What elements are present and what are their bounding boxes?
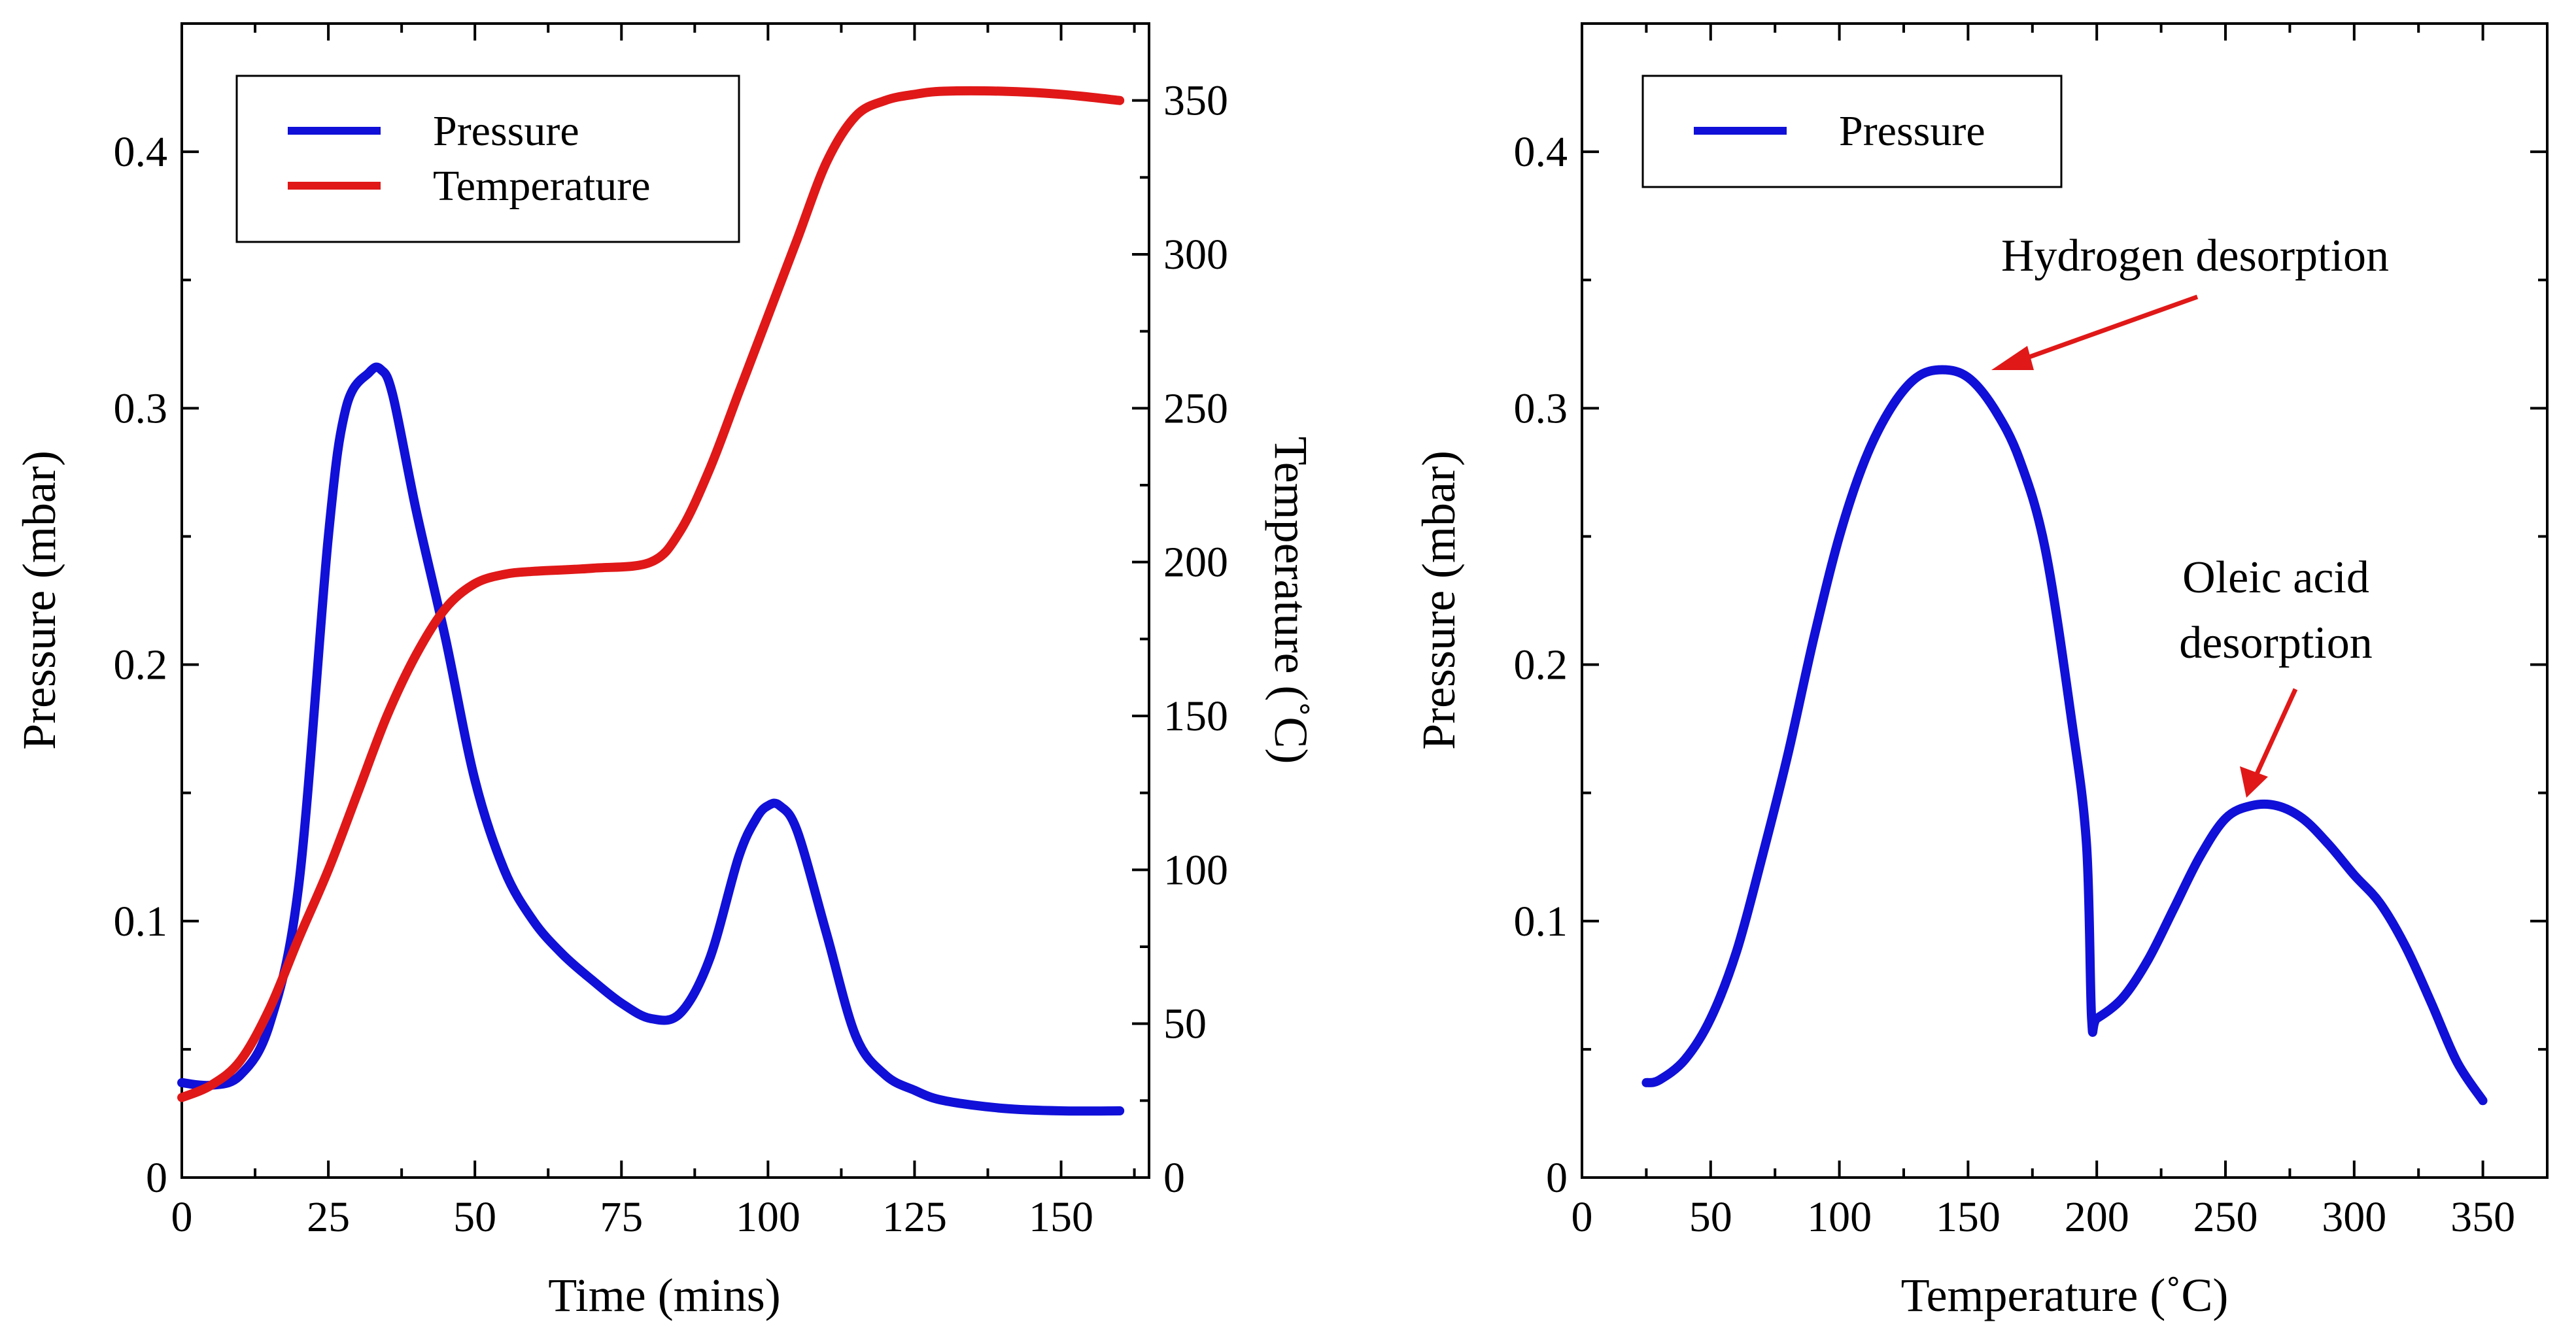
x-tick-label: 350 [2450,1193,2515,1241]
x-tick-label: 0 [171,1193,193,1241]
series-line-pressure [177,362,1125,1116]
right-y-ticks: 0 0.1 0.2 0.3 0.4 [1514,22,2547,1202]
y-tick-label: 0 [146,1154,167,1202]
x-tick-label: 150 [1029,1193,1093,1241]
annotation-oleic-arrow-line [2252,688,2298,779]
right-y-axis-title: Pressure (mbar) [1413,450,1465,750]
y-tick-label: 0.2 [1514,641,1568,689]
y2-tick-label: 200 [1163,539,1228,586]
annotation-hydrogen: Hydrogen desorption [1991,231,2389,370]
y-tick-label: 0.3 [1514,384,1568,432]
chart-right: 0 50 100 150 200 250 300 350 0 0.1 0.2 0.3 0.4 Pres… [1413,22,2549,1321]
y2-tick-label: 150 [1163,692,1228,740]
series-line-pressure [1641,365,2488,1106]
y-tick-label: 0.2 [114,641,168,689]
y2-tick-label: 0 [1163,1154,1185,1202]
left-legend: Pressure Temperature [235,75,740,243]
left-x-axis-title: Time (mins) [548,1269,780,1321]
y2-tick-label: 250 [1163,384,1228,432]
y-tick-label: 0.1 [1514,898,1568,945]
right-legend-box [1641,75,2063,188]
right-series [1641,365,2488,1106]
x-tick-label: 200 [2065,1193,2129,1241]
y-tick-label: 0.4 [1514,128,1568,176]
right-plot-frame [1581,22,2549,1179]
annotation-oleic-text-line1: Oleic acid [2182,552,2369,603]
annotation-hydrogen-text: Hydrogen desorption [2001,231,2389,281]
y-tick-label: 0.3 [114,384,168,432]
chart-left: 0 25 50 75 100 125 150 0 0.1 0.2 0.3 0.4 0 50 100 150… [13,22,1317,1321]
x-tick-label: 25 [307,1193,350,1241]
x-tick-label: 0 [1571,1193,1593,1241]
annotation-oleic-arrowhead [2240,766,2268,798]
y-tick-label: 0.1 [114,898,168,945]
x-tick-label: 50 [453,1193,496,1241]
x-tick-label: 75 [600,1193,643,1241]
annotation-hydrogen-arrowhead [1991,346,2034,370]
left-x-ticks: 0 25 50 75 100 125 150 [171,24,1136,1241]
left-y-ticks: 0 0.1 0.2 0.3 0.4 [114,22,199,1202]
right-x-ticks: 0 50 100 150 200 250 300 350 [1571,24,2515,1241]
series-line-temperature [177,86,1125,1102]
y2-tick-label: 50 [1163,1000,1207,1048]
x-tick-label: 125 [882,1193,947,1241]
left-plot-frame [180,22,1150,1179]
annotation-oleic-text-line2: desorption [2179,618,2373,668]
y2-tick-label: 350 [1163,77,1228,125]
legend-label-pressure-right: Pressure [1839,107,1985,155]
y-tick-label: 0.4 [114,128,168,176]
x-tick-label: 250 [2193,1193,2258,1241]
legend-label-pressure: Pressure [433,107,579,155]
x-tick-label: 300 [2322,1193,2386,1241]
left-y2-ticks: 0 50 100 150 200 250 300 350 [1132,77,1228,1202]
x-tick-label: 100 [1807,1193,1872,1241]
y2-tick-label: 300 [1163,231,1228,279]
y2-tick-label: 100 [1163,846,1228,894]
left-y2-axis-title: Temperature (˚C) [1265,437,1317,764]
y-tick-label: 0 [1546,1154,1568,1202]
left-legend-box [235,75,740,243]
x-tick-label: 100 [736,1193,800,1241]
left-y-axis-title: Pressure (mbar) [13,450,65,750]
left-series [177,86,1125,1116]
annotation-oleic: Oleic acid desorption [2179,552,2373,798]
legend-label-temperature: Temperature [433,162,651,210]
x-tick-label: 150 [1936,1193,2001,1241]
right-x-axis-title: Temperature (˚C) [1901,1269,2229,1321]
x-tick-label: 50 [1689,1193,1732,1241]
right-legend: Pressure [1641,75,2063,188]
annotation-hydrogen-arrow-line [2010,294,2199,366]
